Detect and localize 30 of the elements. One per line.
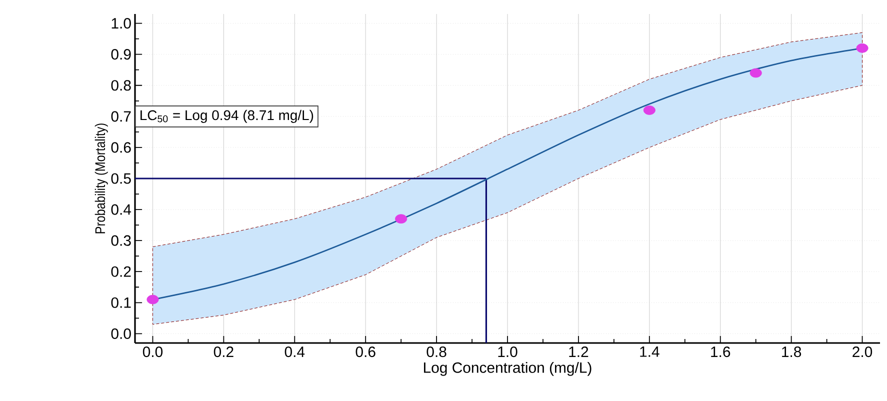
y-tick-label: 0.6 (111, 142, 131, 153)
x-tick-label: 0.0 (142, 346, 163, 358)
x-tick-label: 1.2 (569, 346, 588, 357)
x-tick-label: 0.6 (356, 346, 376, 358)
y-tick-label: 0.1 (111, 297, 131, 308)
x-tick-label: 0.8 (426, 346, 446, 358)
point (146, 294, 159, 304)
point (750, 68, 762, 78)
y-tick-label: 1.0 (112, 18, 131, 29)
y-axis-title: Probability (Mortality) (94, 124, 108, 234)
y-tick-label: 0.0 (111, 328, 131, 339)
y-tick-label: 0.8 (111, 80, 131, 91)
point (856, 43, 868, 53)
annotation: LC$_{50}$ = Log 0.94 (8.71 mg/L) (140, 110, 314, 123)
x-tick-label: 0.4 (284, 346, 305, 358)
y-tick-label: 0.2 (111, 266, 131, 277)
x-tick-label: 1.4 (640, 346, 660, 357)
point (395, 214, 408, 224)
x-tick-label: 1.6 (711, 346, 730, 358)
y-tick-label: 0.3 (111, 235, 131, 246)
x-tick-label: 0.2 (214, 346, 234, 358)
y-tick-label: 0.4 (111, 204, 132, 215)
y-tick-label: 0.9 (111, 49, 131, 60)
x-tick-label: 1.0 (498, 346, 518, 358)
point (643, 106, 656, 115)
x-axis-title: Log Concentration (mg/L) (424, 362, 592, 376)
x-tick-label: 1.8 (782, 346, 802, 358)
y-tick-label: 0.5 (111, 173, 131, 184)
x-tick-label: 2.0 (852, 346, 872, 358)
y-tick-label: 0.7 (111, 111, 131, 122)
